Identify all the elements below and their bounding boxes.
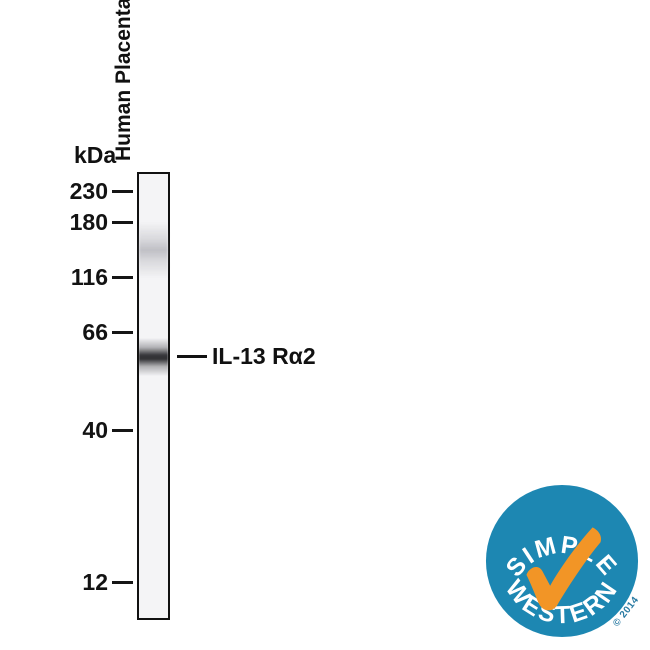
band-faint (139, 222, 168, 278)
marker-tick-40 (112, 429, 133, 432)
marker-label-230: 230 (69, 178, 108, 204)
band-callout-label: IL-13 Rα2 (212, 343, 316, 369)
band-il13ra2 (139, 338, 168, 376)
marker-tick-180 (112, 221, 133, 224)
blot-lane (137, 172, 170, 620)
marker-label-116: 116 (70, 264, 108, 290)
marker-label-180: 180 (69, 209, 108, 235)
marker-tick-116 (112, 276, 133, 279)
marker-label-66: 66 (82, 319, 108, 345)
badge-circle (485, 484, 639, 638)
lane-label: Human Placenta (112, 0, 135, 161)
marker-tick-66 (112, 331, 133, 334)
band-callout-line (177, 355, 207, 358)
marker-label-40: 40 (82, 417, 108, 443)
marker-tick-230 (112, 190, 133, 193)
checkmark-icon (526, 527, 602, 611)
marker-tick-12 (112, 581, 133, 584)
simple-western-badge: SIMPLE WESTERN © 2014 (485, 484, 641, 638)
marker-label-12: 12 (82, 569, 108, 595)
kda-unit-label: kDa (74, 142, 117, 168)
